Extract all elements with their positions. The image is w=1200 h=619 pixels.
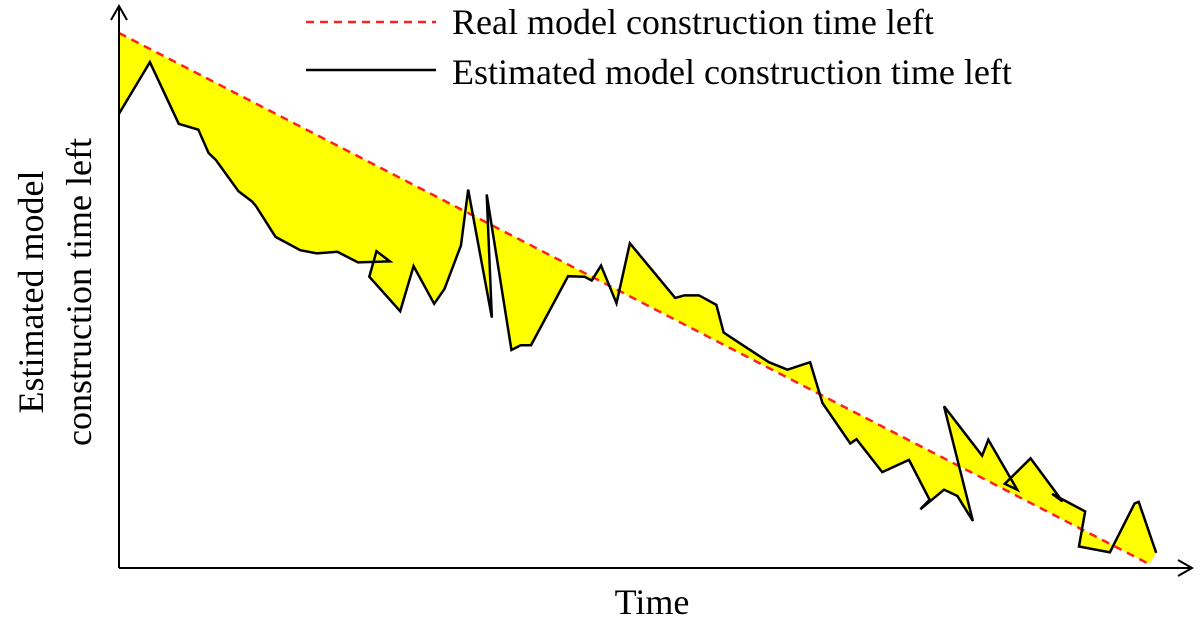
series-group — [117, 31, 1158, 566]
x-axis-arrow — [1177, 559, 1195, 577]
y-axis-label-line-1: Estimated model — [11, 171, 51, 414]
difference-area — [119, 33, 1157, 564]
legend-estimated-label: Estimated model construction time left — [452, 52, 1012, 92]
real-time-left-line — [118, 31, 1150, 566]
area-fill-group — [119, 33, 1157, 564]
y-axis-arrow — [110, 3, 128, 21]
y-axis-label-line-2: construction time left — [59, 138, 99, 446]
legend-real-label: Real model construction time left — [452, 2, 934, 42]
legend: Real model construction time left Estima… — [306, 2, 1012, 92]
x-axis-label: Time — [615, 582, 690, 619]
estimated-time-left-line — [117, 59, 1158, 554]
